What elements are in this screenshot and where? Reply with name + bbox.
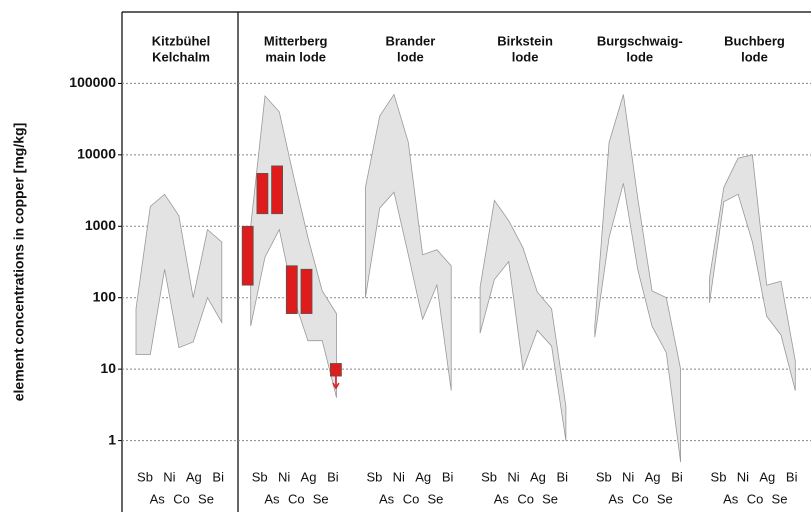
x-tick-label: Bi bbox=[212, 469, 224, 484]
x-tick-label: Ag bbox=[415, 469, 431, 484]
panel-title: Birkstein bbox=[497, 33, 553, 48]
x-tick-label: Sb bbox=[137, 469, 153, 484]
panel-title: lode bbox=[626, 49, 653, 64]
arrow-head bbox=[332, 382, 340, 390]
x-tick-label: Se bbox=[427, 491, 443, 506]
x-tick-label: Co bbox=[288, 491, 305, 506]
range-band bbox=[709, 154, 796, 391]
panel-title: Brander bbox=[385, 33, 435, 48]
x-tick-label: Bi bbox=[442, 469, 454, 484]
x-tick-label: Ni bbox=[278, 469, 290, 484]
x-tick-label: As bbox=[723, 491, 739, 506]
x-tick-label: Sb bbox=[252, 469, 268, 484]
bar bbox=[241, 225, 254, 286]
range-band bbox=[250, 94, 337, 398]
range-band bbox=[364, 93, 452, 391]
range-band bbox=[594, 94, 681, 463]
bar bbox=[271, 165, 284, 215]
x-tick-label: Bi bbox=[671, 469, 683, 484]
x-tick-label: Sb bbox=[711, 469, 727, 484]
x-tick-label: Se bbox=[542, 491, 558, 506]
panel-title: Burgschwaig- bbox=[597, 33, 683, 48]
x-tick-label: Ni bbox=[737, 469, 749, 484]
x-tick-label: As bbox=[150, 491, 166, 506]
x-tick-label: Co bbox=[403, 491, 420, 506]
x-tick-label: Co bbox=[173, 491, 190, 506]
x-tick-label: Ag bbox=[186, 469, 202, 484]
x-tick-label: Ag bbox=[645, 469, 661, 484]
panel-title: lode bbox=[512, 49, 539, 64]
y-tick-label: 100000 bbox=[69, 74, 116, 90]
x-tick-label: Co bbox=[747, 491, 764, 506]
x-tick-label: Se bbox=[657, 491, 673, 506]
range-band bbox=[135, 193, 223, 356]
x-tick-label: Sb bbox=[481, 469, 497, 484]
y-tick-label: 1000 bbox=[85, 217, 116, 233]
x-tick-label: Se bbox=[772, 491, 788, 506]
range-band bbox=[479, 199, 567, 441]
panel-title: Kelchalm bbox=[152, 49, 210, 64]
x-tick-label: Ni bbox=[163, 469, 175, 484]
x-tick-label: Ag bbox=[759, 469, 775, 484]
x-tick-label: Se bbox=[198, 491, 214, 506]
bar bbox=[256, 173, 269, 215]
y-tick-label: 1 bbox=[108, 431, 116, 447]
panel-title: lode bbox=[397, 49, 424, 64]
y-tick-label: 100 bbox=[93, 288, 117, 304]
x-tick-label: Ag bbox=[301, 469, 317, 484]
x-tick-label: As bbox=[494, 491, 510, 506]
y-axis-label: element concentrations in copper [mg/kg] bbox=[11, 123, 27, 402]
bar bbox=[300, 268, 313, 314]
panel-title: lode bbox=[741, 49, 768, 64]
y-tick-label: 10000 bbox=[77, 146, 116, 162]
x-tick-label: Sb bbox=[596, 469, 612, 484]
x-tick-label: Bi bbox=[557, 469, 569, 484]
x-tick-label: Co bbox=[517, 491, 534, 506]
x-tick-label: Ag bbox=[530, 469, 546, 484]
panel-title: Kitzbühel bbox=[152, 33, 211, 48]
x-tick-label: Sb bbox=[366, 469, 382, 484]
x-tick-label: Co bbox=[632, 491, 649, 506]
x-tick-label: As bbox=[379, 491, 395, 506]
panel-title: main lode bbox=[265, 49, 326, 64]
x-tick-label: Se bbox=[313, 491, 329, 506]
x-tick-label: Ni bbox=[507, 469, 519, 484]
panel-title: Mitterberg bbox=[264, 33, 328, 48]
x-tick-label: Ni bbox=[622, 469, 634, 484]
x-tick-label: As bbox=[608, 491, 624, 506]
x-tick-label: Bi bbox=[327, 469, 339, 484]
x-tick-label: Ni bbox=[393, 469, 405, 484]
x-tick-label: As bbox=[264, 491, 280, 506]
y-tick-label: 10 bbox=[100, 360, 116, 376]
panel-title: Buchberg bbox=[724, 33, 785, 48]
bar bbox=[285, 265, 298, 314]
bar bbox=[329, 363, 342, 377]
x-tick-label: Bi bbox=[786, 469, 798, 484]
